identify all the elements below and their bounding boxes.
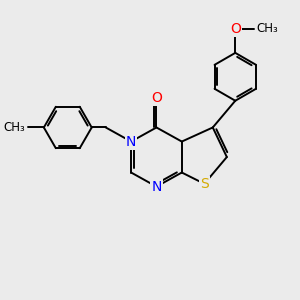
Text: CH₃: CH₃ [4,121,26,134]
Text: S: S [200,177,209,191]
Text: N: N [126,135,136,148]
Text: O: O [151,91,162,105]
Text: CH₃: CH₃ [256,22,278,35]
Text: N: N [151,180,162,194]
Text: O: O [230,22,241,36]
